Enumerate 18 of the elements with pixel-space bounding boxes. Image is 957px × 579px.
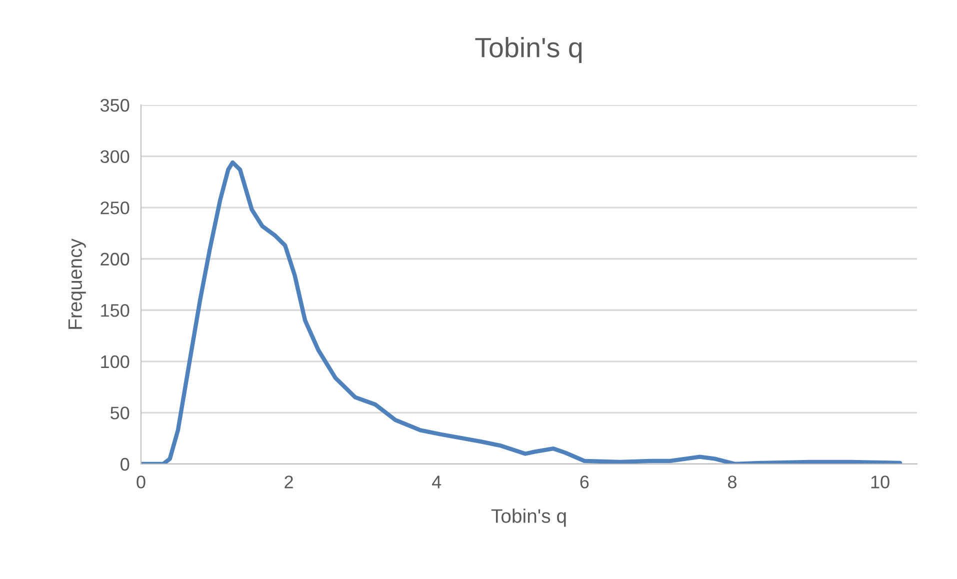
- y-tick-label: 350: [100, 98, 130, 112]
- y-tick-label: 200: [100, 252, 130, 266]
- y-tick-label: 50: [110, 406, 130, 420]
- line-series: [141, 160, 902, 464]
- x-tick-label: 8: [728, 476, 736, 488]
- y-tick-label: 150: [101, 304, 130, 317]
- chart-title: Tobin's q: [475, 37, 582, 63]
- x-tick-label: 10: [871, 476, 890, 488]
- x-tick-label: 2: [284, 476, 293, 488]
- x-axis-title: Tobin's q: [491, 508, 566, 527]
- y-axis-title: Frequency: [68, 238, 86, 329]
- x-tick-label: 0: [136, 476, 146, 488]
- y-tick-label: 250: [100, 202, 130, 214]
- y-tick-label: 300: [100, 150, 130, 164]
- y-tick-label: 0: [120, 458, 130, 471]
- x-tick-label: 4: [432, 476, 442, 488]
- y-tick-label: 100: [101, 355, 130, 368]
- x-tick-label: 6: [580, 476, 589, 488]
